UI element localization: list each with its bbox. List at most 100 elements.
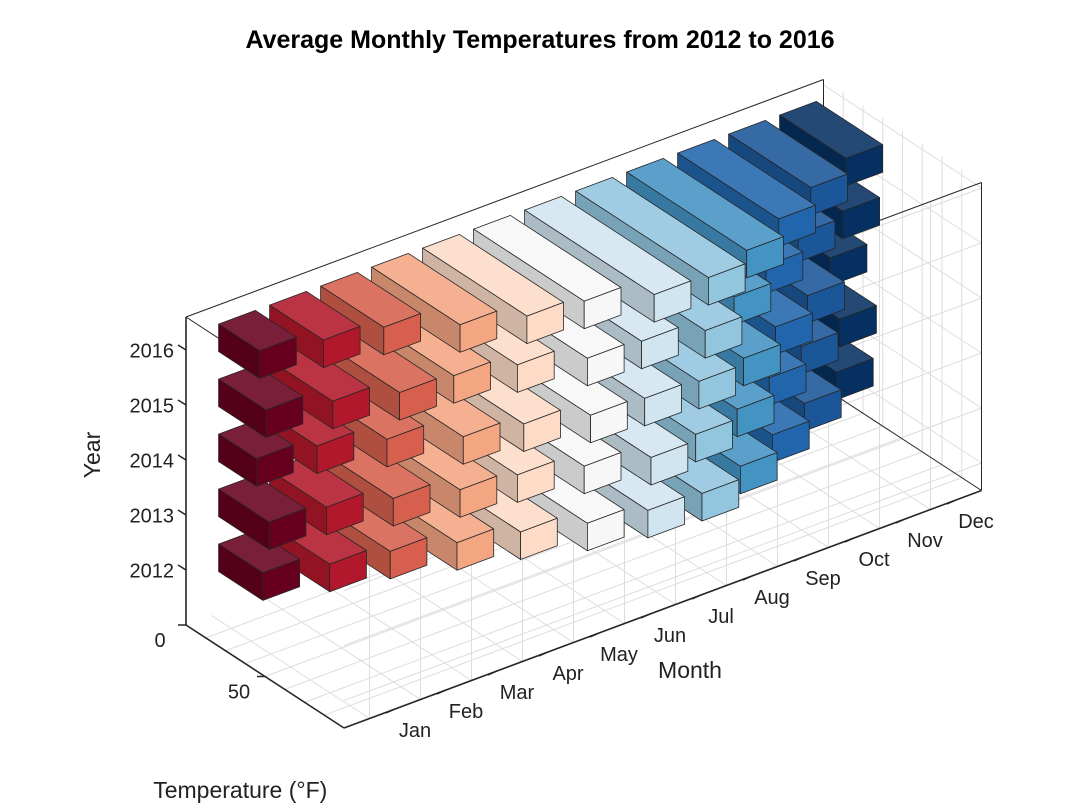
month-tick-label: Jan [399,720,431,742]
bar-end-face [322,325,361,369]
bar-end-face [389,537,428,580]
bar-jan-2016 [218,309,297,379]
bar-end-face [262,558,301,601]
month-tick [385,708,396,714]
bar-end-face [807,281,845,324]
bar-jan-2013 [218,474,307,550]
grid-line [284,451,923,690]
year-tick-label: 2016 [130,340,175,362]
month-tick [691,594,702,600]
bar-end-face [520,517,558,560]
month-tick [487,670,498,676]
bar-end-face [392,484,431,527]
month-tick-label: Jun [654,625,686,647]
bar-end-face [842,197,880,240]
bar-end-face [800,332,839,375]
month-tick-label: Oct [858,549,890,571]
month-tick [589,632,600,638]
bar-jan-2014 [218,419,294,487]
month-axis-label: Month [658,657,722,683]
bar-end-face [456,528,495,571]
bar-end-face [326,493,364,536]
bar-end-face [386,425,425,468]
bar-mar-2016 [320,271,422,356]
year-tick-label: 2012 [130,560,175,582]
bar-end-face [399,378,437,421]
bar-end-face [708,263,746,306]
bar-end-face [746,236,784,279]
bar-end-face [332,387,371,430]
month-tick [436,689,447,695]
month-tick-label: Apr [552,663,583,685]
year-tick-label: 2015 [130,395,175,417]
month-tick [742,575,753,581]
bar-end-face [459,475,498,518]
bar-end-face [701,479,740,522]
month-tick [946,499,957,505]
bar-jul-2016 [524,195,692,323]
bar-end-face [583,452,622,495]
year-tick [177,564,187,571]
month-tick-label: Nov [907,530,943,552]
month-tick-label: May [600,644,638,666]
bar-end-face [517,460,555,503]
bar-apr-2016 [371,252,498,353]
bar-end-face [587,344,625,387]
month-tick-label: Feb [449,701,483,723]
month-tick [895,518,906,524]
grid-line [324,477,962,716]
month-tick-label: Dec [958,511,994,533]
bar-end-face [459,310,498,353]
bar-end-face [647,496,685,539]
month-axis [343,489,982,729]
axes [177,317,982,729]
bar-end-face [259,336,297,379]
bar-jan-2012 [218,530,301,601]
bar-end-face [316,431,355,474]
grid-line [264,438,903,677]
temperature-tick-label: 0 [154,630,165,652]
month-tick-label: Sep [805,568,841,590]
bar-end-face [836,358,874,401]
bar-end-face [329,550,367,593]
grid-line [304,464,943,703]
bar-end-face [772,420,810,463]
bar-feb-2016 [269,290,361,369]
month-tick [793,556,804,562]
month-tick [640,613,651,619]
bar-end-face [768,363,807,406]
bar-may-2016 [422,233,564,345]
temperature-axis-label: Temperature (°F) [153,777,327,803]
bars [218,101,884,601]
bar-end-face [517,350,555,393]
year-tick [177,509,187,516]
bar-end-face [641,327,679,370]
bar-end-face [462,422,501,465]
month-tick-label: Mar [500,682,535,704]
bar-end-face [265,395,304,438]
grid-line [343,462,982,701]
bar-end-face [733,283,772,326]
bar-end-face [778,204,816,247]
bar-end-face [383,313,422,356]
bar-end-face [644,384,682,427]
box-edge [185,79,824,318]
bar-end-face [839,305,877,348]
year-tick-label: 2013 [130,505,175,527]
bar-end-face [526,301,564,345]
month-tick [538,651,549,657]
bar-end-face [523,409,561,452]
bar-end-face [650,443,689,486]
chart-title: Average Monthly Temperatures from 2012 t… [245,26,835,54]
month-tick-label: Jul [708,606,734,628]
bar-end-face [256,444,294,487]
year-axis-label: Year [79,431,105,478]
bar-end-face [829,243,868,286]
bar-end-face [775,312,813,355]
bar-end-face [804,389,842,432]
bar-end-face [695,420,733,463]
box-edge [823,387,982,491]
bar-end-face [653,280,692,323]
month-tick-label: Aug [754,587,790,609]
